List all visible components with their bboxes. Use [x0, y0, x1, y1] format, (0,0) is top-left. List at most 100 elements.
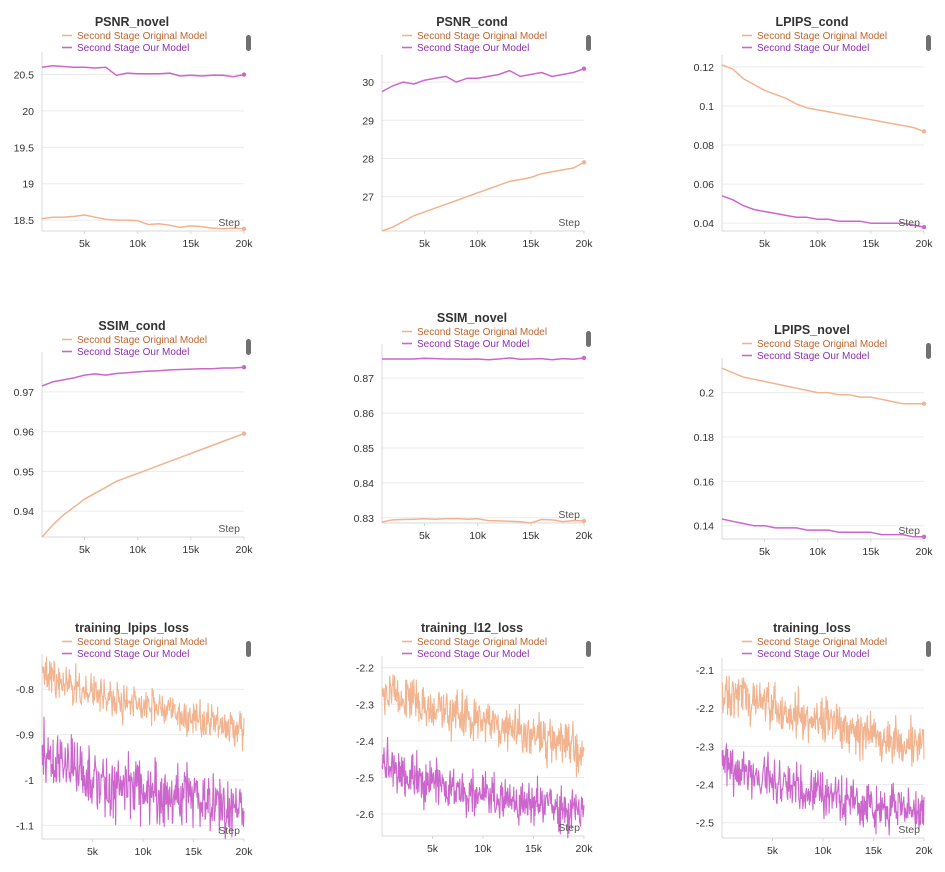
- y-tick-label: 0.86: [354, 408, 375, 420]
- scroll-handle-icon[interactable]: [926, 35, 931, 51]
- x-tick-label: 5k: [419, 530, 431, 542]
- y-tick-label: 0.96: [14, 427, 35, 439]
- y-tick-label: 18.5: [14, 215, 35, 227]
- chart-panel-lpips-novel: LPIPS_novel Second Stage Original Model Se…: [680, 316, 940, 566]
- chart-svg: training_loss Second Stage Original Model…: [696, 621, 933, 857]
- scroll-handle-icon[interactable]: [926, 343, 931, 359]
- y-tick-label: -2.5: [696, 818, 714, 830]
- scroll-handle-icon[interactable]: [586, 331, 591, 347]
- x-tick-label: 10k: [809, 546, 827, 558]
- chart-title: SSIM_cond: [98, 319, 165, 333]
- scroll-handle-icon[interactable]: [246, 339, 251, 355]
- legend-entry: Second Stage Our Model: [77, 43, 189, 54]
- x-tick-label: 5k: [79, 238, 91, 250]
- scroll-handle-icon[interactable]: [586, 35, 591, 51]
- chart-svg: SSIM_novel Second Stage Original ModelSec…: [354, 311, 594, 542]
- y-tick-label: -2.2: [696, 703, 714, 715]
- chart-svg: PSNR_cond Second Stage Original ModelSeco…: [362, 15, 593, 250]
- scroll-handle-icon[interactable]: [246, 641, 251, 657]
- series-line-our-model: [41, 716, 245, 840]
- chart-panel-training-lpips-loss: training_lpips_loss Second Stage Original…: [0, 614, 260, 864]
- chart-panel-psnr-novel: PSNR_novel Second Stage Original Model Sec…: [0, 8, 260, 258]
- series-end-point: [921, 224, 927, 230]
- y-tick-label: 20: [22, 106, 34, 118]
- chart-panel-ssim-cond: SSIM_cond Second Stage Original Model Seco…: [0, 312, 260, 562]
- series-line-original-model: [41, 656, 245, 752]
- series-line-original-model: [381, 674, 585, 778]
- series-line-original-model: [381, 161, 585, 232]
- x-tick-label: 20k: [576, 843, 594, 855]
- chart-panel-psnr-cond: PSNR_cond Second Stage Original Model Seco…: [340, 8, 600, 258]
- y-tick-label: 0.97: [14, 387, 35, 399]
- y-tick-label: 0.83: [354, 513, 375, 525]
- x-axis-label: Step: [558, 509, 580, 521]
- scroll-handle-icon[interactable]: [246, 35, 251, 51]
- legend-entry: Second Stage Original Model: [757, 31, 887, 42]
- legend-entry: Second Stage Original Model: [77, 335, 207, 346]
- y-tick-label: 0.16: [694, 476, 715, 488]
- chart-panel-lpips-cond: LPIPS_cond Second Stage Original Model Sec…: [680, 8, 940, 258]
- y-tick-label: 20.5: [14, 70, 35, 82]
- y-tick-label: 0.04: [694, 218, 715, 230]
- y-tick-label: 0.06: [694, 179, 715, 191]
- legend-entry: Second Stage Our Model: [757, 43, 869, 54]
- y-tick-label: -2.3: [696, 741, 714, 753]
- chart-svg: training_lpips_loss Second Stage Original…: [16, 621, 253, 858]
- y-tick-label: -2.6: [356, 809, 374, 821]
- y-tick-label: 0.94: [14, 506, 35, 518]
- y-tick-label: 29: [362, 115, 374, 127]
- x-axis-label: Step: [558, 217, 580, 229]
- x-tick-label: 20k: [576, 530, 594, 542]
- chart-svg: LPIPS_novel Second Stage Original ModelSe…: [694, 323, 934, 558]
- series-end-point: [581, 66, 587, 71]
- series-end-point: [241, 431, 247, 436]
- series-line-our-model: [721, 518, 924, 538]
- legend-entry: Second Stage Our Model: [77, 649, 189, 660]
- series-end-point: [921, 129, 927, 134]
- y-tick-label: -0.9: [16, 730, 34, 742]
- legend-entry: Second Stage Our Model: [417, 339, 529, 350]
- legend-entry: Second Stage Our Model: [757, 351, 869, 362]
- chart-title: LPIPS_cond: [776, 15, 849, 29]
- x-axis-label: Step: [218, 217, 240, 229]
- legend-entry: Second Stage Our Model: [77, 347, 189, 358]
- chart-panel-training-l12-loss: training_l12_loss Second Stage Original M…: [340, 614, 600, 864]
- y-tick-label: -2.3: [356, 699, 374, 711]
- series-line-our-model: [382, 357, 585, 361]
- series-end-point: [241, 72, 247, 77]
- chart-title: PSNR_cond: [436, 15, 508, 29]
- series-line-our-model: [41, 366, 245, 387]
- series-line-our-model: [381, 67, 585, 93]
- x-axis-label: Step: [558, 822, 580, 834]
- x-tick-label: 15k: [862, 546, 880, 558]
- y-tick-label: 0.87: [354, 373, 375, 385]
- y-tick-label: 0.1: [699, 101, 714, 113]
- series-line-our-model: [721, 195, 925, 228]
- chart-svg: training_l12_loss Second Stage Original M…: [356, 621, 594, 855]
- y-tick-label: 0.85: [354, 443, 375, 455]
- x-tick-label: 5k: [767, 845, 779, 857]
- chart-svg: LPIPS_cond Second Stage Original ModelSec…: [694, 15, 934, 250]
- x-tick-label: 10k: [815, 845, 833, 857]
- x-tick-label: 5k: [427, 843, 439, 855]
- legend-entry: Second Stage Original Model: [757, 339, 887, 350]
- chart-panel-training-loss: training_loss Second Stage Original Model…: [680, 614, 940, 864]
- chart-title: training_l12_loss: [421, 621, 523, 635]
- x-tick-label: 10k: [135, 846, 153, 858]
- x-tick-label: 15k: [522, 530, 540, 542]
- y-tick-label: -2.4: [356, 736, 374, 748]
- scroll-handle-icon[interactable]: [586, 641, 591, 657]
- legend-entry: Second Stage Our Model: [417, 43, 529, 54]
- x-tick-label: 5k: [759, 238, 771, 250]
- chart-svg: PSNR_novel Second Stage Original ModelSec…: [14, 15, 254, 250]
- x-axis-label: Step: [898, 217, 920, 229]
- x-axis-label: Step: [218, 523, 240, 535]
- scroll-handle-icon[interactable]: [926, 641, 931, 657]
- chart-svg: SSIM_cond Second Stage Original ModelSeco…: [14, 319, 254, 556]
- series-end-point: [581, 355, 587, 361]
- x-tick-label: 15k: [182, 238, 200, 250]
- x-tick-label: 5k: [87, 846, 99, 858]
- series-end-point: [581, 518, 587, 524]
- y-tick-label: -2.1: [696, 665, 714, 677]
- chart-title: training_loss: [773, 621, 851, 635]
